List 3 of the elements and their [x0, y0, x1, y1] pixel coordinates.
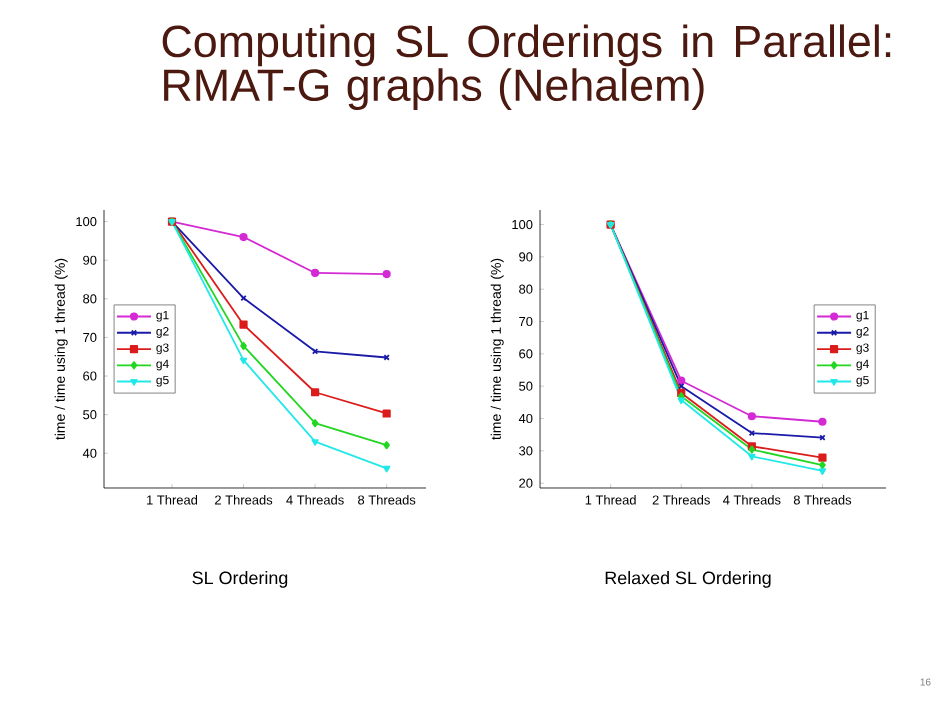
text: SL Ordering — [192, 571, 288, 588]
text: Relaxed SL Ordering — [605, 571, 771, 588]
text: Computing SL Orderings in Parallel: RMAT-G graphs (Nehalem) — [162, 24, 891, 110]
